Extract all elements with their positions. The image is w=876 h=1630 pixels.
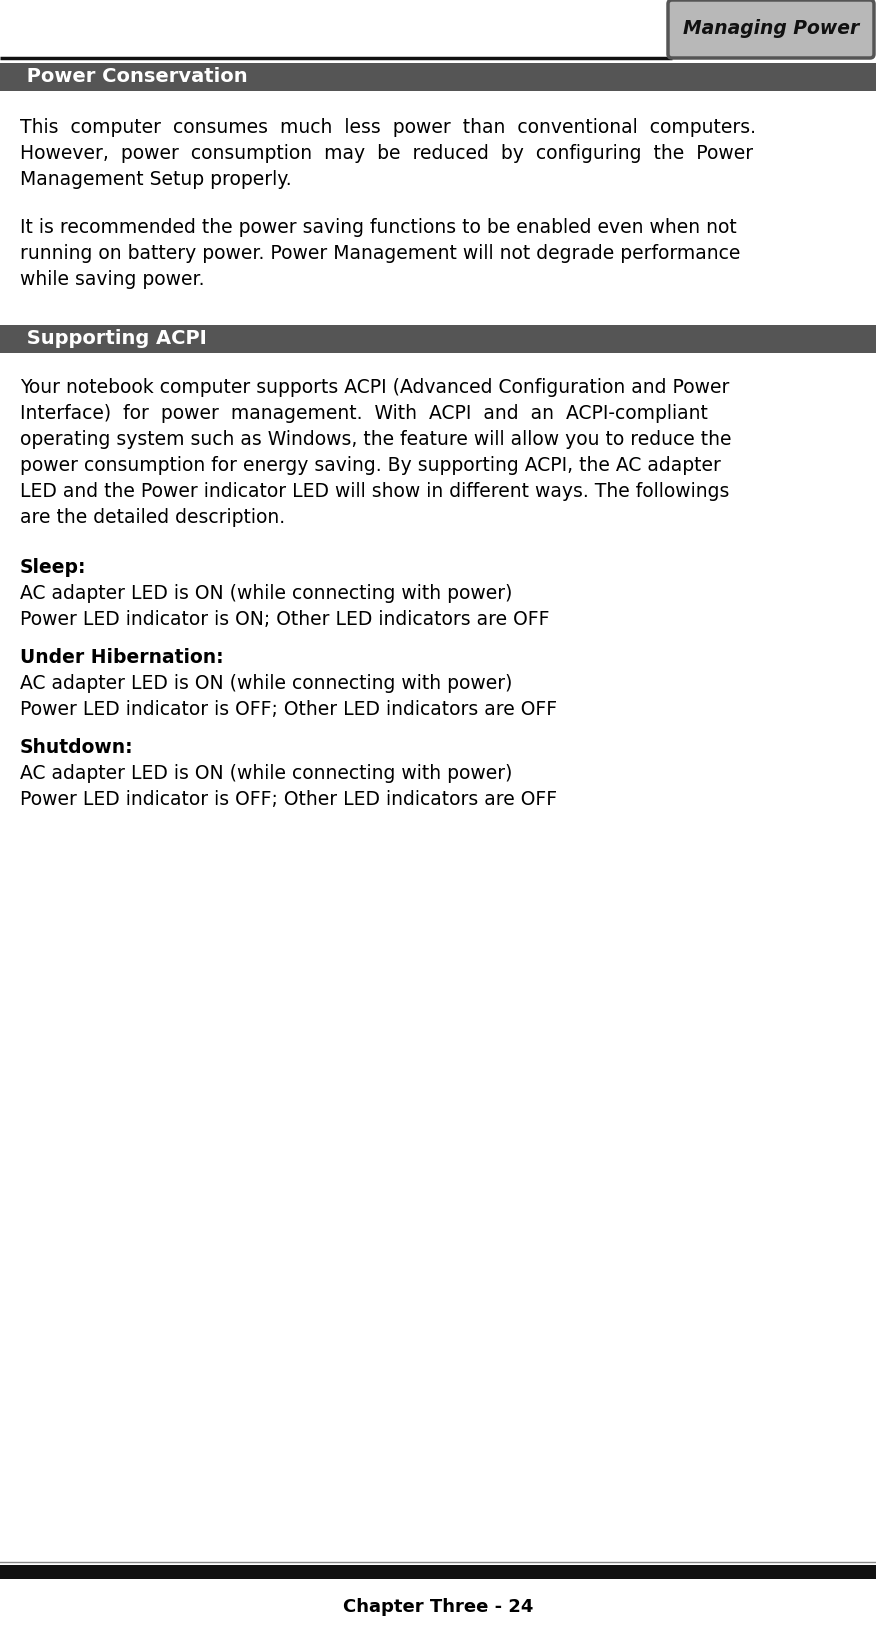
Text: Managing Power: Managing Power	[683, 20, 859, 39]
Text: LED and the Power indicator LED will show in different ways. The followings: LED and the Power indicator LED will sho…	[20, 482, 730, 500]
Text: Supporting ACPI: Supporting ACPI	[20, 329, 207, 349]
Text: are the detailed description.: are the detailed description.	[20, 509, 285, 526]
Text: It is recommended the power saving functions to be enabled even when not: It is recommended the power saving funct…	[20, 218, 737, 236]
Text: Power Conservation: Power Conservation	[20, 67, 248, 86]
Text: Sleep:: Sleep:	[20, 557, 87, 577]
Text: running on battery power. Power Management will not degrade performance: running on battery power. Power Manageme…	[20, 244, 740, 262]
Bar	[0, 1565, 876, 1579]
Text: Power LED indicator is OFF; Other LED indicators are OFF: Power LED indicator is OFF; Other LED in…	[20, 791, 557, 808]
Text: AC adapter LED is ON (while connecting with power): AC adapter LED is ON (while connecting w…	[20, 673, 512, 693]
Text: Chapter Three - 24: Chapter Three - 24	[343, 1597, 533, 1615]
Text: Management Setup properly.: Management Setup properly.	[20, 170, 292, 189]
Bar	[0, 64, 876, 91]
Text: Power LED indicator is OFF; Other LED indicators are OFF: Power LED indicator is OFF; Other LED in…	[20, 699, 557, 719]
Text: power consumption for energy saving. By supporting ACPI, the AC adapter: power consumption for energy saving. By …	[20, 456, 721, 474]
Text: while saving power.: while saving power.	[20, 271, 204, 289]
Text: AC adapter LED is ON (while connecting with power): AC adapter LED is ON (while connecting w…	[20, 764, 512, 782]
FancyBboxPatch shape	[668, 0, 874, 59]
Text: Your notebook computer supports ACPI (Advanced Configuration and Power: Your notebook computer supports ACPI (Ad…	[20, 378, 730, 398]
Text: Interface)  for  power  management.  With  ACPI  and  an  ACPI-compliant: Interface) for power management. With AC…	[20, 404, 708, 424]
Text: operating system such as Windows, the feature will allow you to reduce the: operating system such as Windows, the fe…	[20, 430, 731, 448]
Text: However,  power  consumption  may  be  reduced  by  configuring  the  Power: However, power consumption may be reduce…	[20, 143, 753, 163]
Bar	[0, 324, 876, 354]
Text: AC adapter LED is ON (while connecting with power): AC adapter LED is ON (while connecting w…	[20, 584, 512, 603]
Text: This  computer  consumes  much  less  power  than  conventional  computers.: This computer consumes much less power t…	[20, 117, 756, 137]
Text: Under Hibernation:: Under Hibernation:	[20, 649, 223, 667]
Text: Power LED indicator is ON; Other LED indicators are OFF: Power LED indicator is ON; Other LED ind…	[20, 610, 549, 629]
Text: Shutdown:: Shutdown:	[20, 738, 134, 756]
